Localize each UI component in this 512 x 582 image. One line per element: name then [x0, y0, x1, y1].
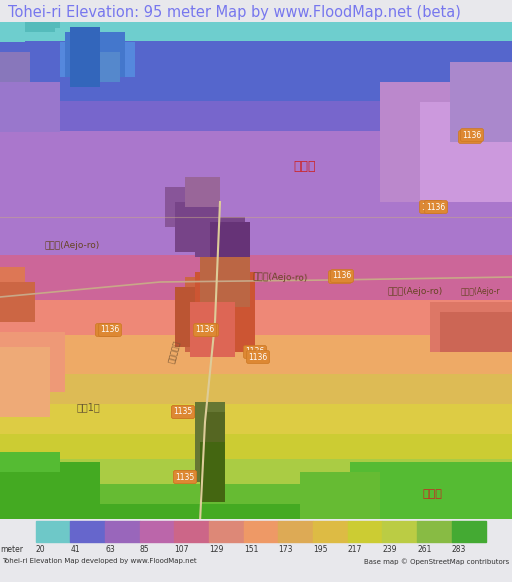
Text: 애조로(Aejo-ro): 애조로(Aejo-ro): [252, 272, 308, 282]
Text: 1136: 1136: [245, 347, 265, 357]
Bar: [175, 521, 209, 542]
Text: 1135: 1135: [174, 407, 193, 417]
Text: 해안동: 해안동: [422, 489, 442, 499]
Text: 129: 129: [209, 545, 224, 554]
Bar: [279, 521, 313, 542]
Text: 1136: 1136: [197, 325, 217, 335]
Bar: [452, 521, 486, 542]
Text: Base map © OpenStreetMap contributors: Base map © OpenStreetMap contributors: [364, 558, 509, 565]
Bar: [209, 521, 244, 542]
Bar: [36, 521, 71, 542]
Bar: [313, 521, 348, 542]
Text: 1135: 1135: [176, 473, 195, 481]
Text: 195: 195: [313, 545, 328, 554]
Text: Tohei-ri Elevation Map developed by www.FloodMap.net: Tohei-ri Elevation Map developed by www.…: [3, 558, 197, 564]
Text: Tohei-ri Elevation: 95 meter Map by www.FloodMap.net (beta): Tohei-ri Elevation: 95 meter Map by www.…: [8, 5, 461, 20]
Text: 도평동: 도평동: [294, 161, 316, 173]
Text: 261: 261: [417, 545, 432, 554]
Text: 광령1리: 광령1리: [76, 402, 100, 412]
Text: 63: 63: [105, 545, 115, 554]
Text: 중산간서로: 중산간서로: [167, 340, 182, 364]
Text: 20: 20: [36, 545, 46, 554]
Text: 애조로(Aejo-ro): 애조로(Aejo-ro): [45, 242, 100, 250]
Text: 41: 41: [71, 545, 80, 554]
Text: 239: 239: [382, 545, 397, 554]
Text: 283: 283: [452, 545, 466, 554]
Text: 1136: 1136: [426, 203, 445, 211]
Text: 151: 151: [244, 545, 258, 554]
Text: 1136: 1136: [97, 325, 117, 335]
Bar: [71, 521, 105, 542]
Bar: [140, 521, 175, 542]
Text: 1136: 1136: [332, 271, 352, 281]
Bar: [417, 521, 452, 542]
Text: 107: 107: [175, 545, 189, 554]
Text: 217: 217: [348, 545, 362, 554]
Text: 1136: 1136: [196, 325, 215, 335]
Bar: [105, 521, 140, 542]
Text: 1136: 1136: [460, 133, 480, 141]
Text: 1136: 1136: [248, 353, 268, 361]
Text: 1135: 1135: [176, 473, 195, 481]
Bar: [348, 521, 382, 542]
Text: 1136: 1136: [421, 203, 441, 211]
Text: 1136: 1136: [462, 130, 482, 140]
Text: meter: meter: [0, 545, 23, 554]
Text: 1136: 1136: [100, 325, 120, 335]
Text: 173: 173: [279, 545, 293, 554]
Text: 1136: 1136: [330, 272, 350, 282]
Bar: [382, 521, 417, 542]
Text: 애조로(Aejo-r: 애조로(Aejo-r: [460, 288, 500, 296]
Text: 애조로(Aejo-ro): 애조로(Aejo-ro): [388, 288, 443, 296]
Text: 85: 85: [140, 545, 150, 554]
Text: 1135: 1135: [174, 407, 193, 417]
Bar: [244, 521, 279, 542]
